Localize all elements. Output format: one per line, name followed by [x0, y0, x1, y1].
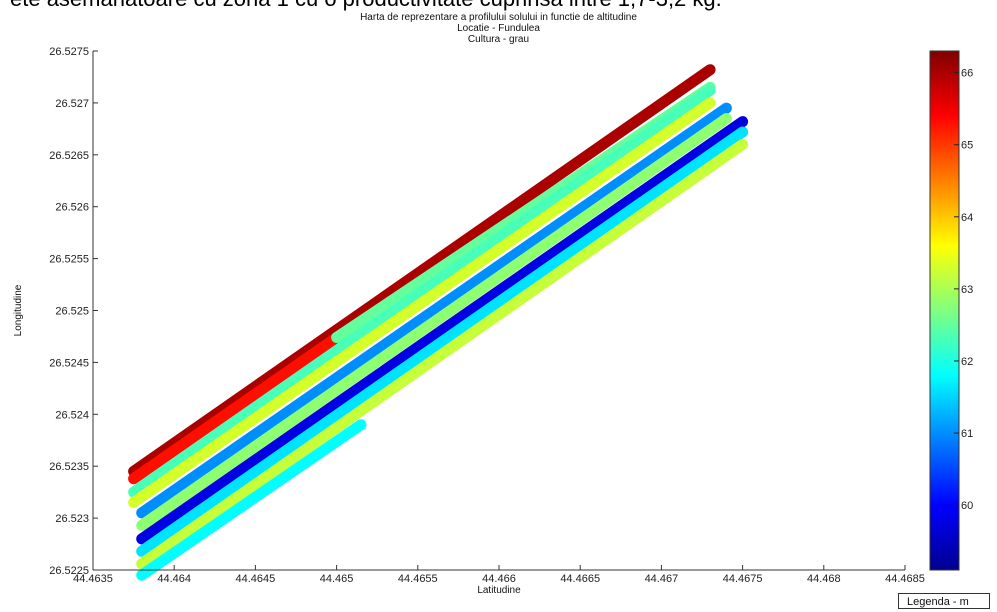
y-tick-label: 26.5255 — [49, 254, 89, 266]
track-1 — [128, 332, 343, 485]
y-tick-label: 26.527 — [55, 98, 89, 110]
x-tick-label: 44.4665 — [560, 573, 600, 585]
y-tick-label: 26.526 — [55, 202, 89, 214]
x-tick-label: 44.4655 — [398, 573, 438, 585]
legend-box: Legenda - m — [898, 593, 990, 609]
x-tick-label: 44.4675 — [723, 573, 763, 585]
axes: 44.4635 44.464 44.4645 44.465 44.4655 44.466 4… — [13, 46, 925, 596]
colorbar-tick-label: 60 — [961, 500, 973, 512]
chart-subtitle-location: Locatie - Fundulea — [457, 23, 540, 34]
track-3 — [128, 84, 716, 498]
y-tick-label: 26.525 — [55, 306, 89, 318]
y-axis-label: Longitudine — [13, 284, 24, 336]
colorbar-tick-label: 63 — [961, 284, 973, 296]
x-tick-label: 44.465 — [320, 573, 354, 585]
colorbar: 60 61 62 63 64 65 66 — [929, 50, 973, 571]
top-caption: ete asemanatoare cu zona 1 cu o producti… — [10, 0, 722, 12]
chart-titles: Harta de reprezentare a profilului solul… — [0, 12, 997, 45]
chart-subtitle-crop: Cultura - grau — [467, 34, 530, 45]
track-4 — [128, 97, 716, 508]
colorbar-tick-label: 64 — [961, 212, 973, 224]
colorbar-gradient — [929, 50, 960, 571]
x-tick-label: 44.4635 — [73, 573, 113, 585]
track-8 — [136, 126, 749, 557]
track-0 — [128, 64, 716, 477]
y-tick-label: 26.5265 — [49, 150, 89, 162]
x-tick-label: 44.468 — [807, 573, 841, 585]
track-10 — [136, 419, 367, 581]
y-tick-label: 26.523 — [55, 513, 89, 525]
x-tick-label: 44.466 — [482, 573, 516, 585]
chart-title: Harta de reprezentare a profilului solul… — [360, 12, 637, 23]
y-tick-label: 26.5235 — [49, 461, 89, 473]
colorbar-tick-label: 65 — [961, 140, 973, 152]
x-tick-label: 44.4645 — [236, 573, 276, 585]
y-tick-label: 26.5275 — [49, 46, 89, 58]
y-tick-label: 26.5245 — [49, 357, 89, 369]
track-7 — [136, 116, 749, 545]
track-5 — [136, 102, 732, 519]
x-axis-label: Latitudine — [477, 585, 521, 596]
colorbar-tick-label: 61 — [961, 428, 973, 440]
plot-area — [93, 51, 905, 581]
track-9 — [136, 138, 749, 570]
colorbar-tick-label: 66 — [961, 68, 973, 80]
y-tick-label: 26.524 — [55, 409, 89, 421]
x-tick-label: 44.4685 — [885, 573, 925, 585]
x-tick-label: 44.464 — [157, 573, 191, 585]
track-6 — [136, 113, 732, 531]
colorbar-tick-label: 62 — [961, 356, 973, 368]
x-tick-label: 44.467 — [645, 573, 679, 585]
y-tick-label: 26.5225 — [49, 565, 89, 577]
